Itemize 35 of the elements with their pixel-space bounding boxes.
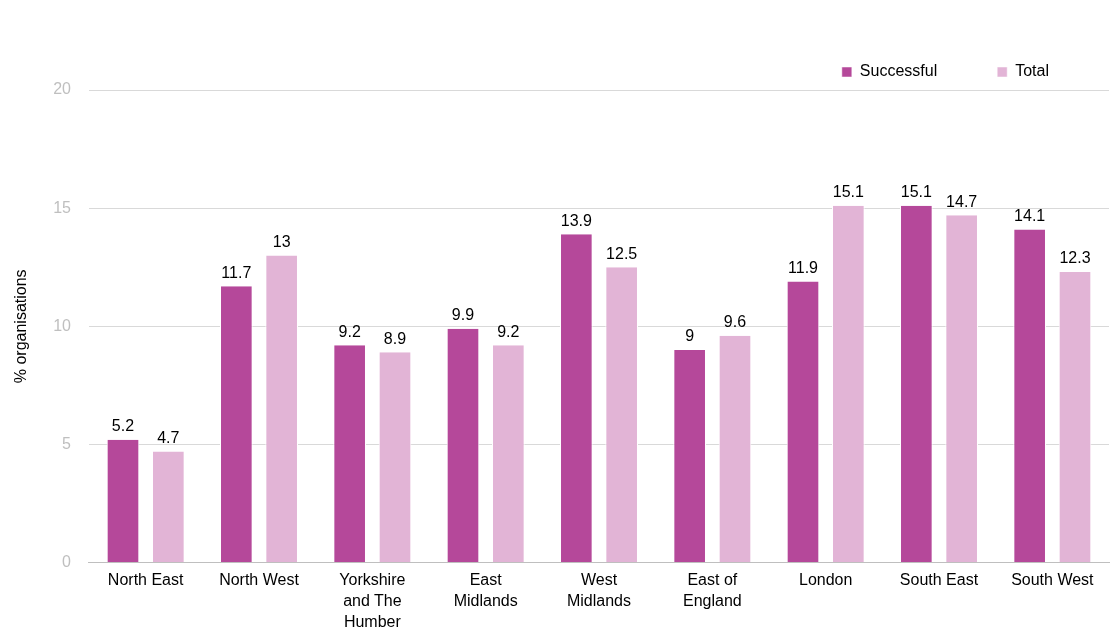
y-tick-label: 5 — [62, 434, 72, 452]
y-tick-label: 0 — [62, 553, 72, 571]
x-tick-label: North West — [219, 571, 300, 589]
data-label: 13.9 — [560, 211, 592, 229]
data-label: 4.7 — [157, 428, 180, 446]
x-tick-label: Yorkshire and The Humber — [339, 571, 406, 631]
data-label: 12.5 — [606, 244, 638, 262]
data-label: 5.2 — [111, 417, 135, 435]
data-label: 9 — [685, 327, 695, 345]
x-tick-label: North East — [107, 571, 185, 589]
data-label: 12.3 — [1059, 249, 1091, 267]
x-tick-label: East Midlands — [453, 571, 518, 610]
y-tick-label: 10 — [53, 316, 72, 334]
legend-label: Total — [1015, 62, 1049, 80]
legend-label: Successful — [859, 62, 938, 80]
y-tick-label: 20 — [53, 80, 72, 98]
data-label: 9.2 — [497, 322, 520, 340]
data-label: 9.6 — [723, 313, 747, 331]
x-tick-label: South West — [1011, 571, 1095, 589]
data-label: 9.2 — [338, 322, 361, 340]
data-label: 14.7 — [946, 192, 978, 210]
data-label: 15.1 — [900, 183, 932, 201]
x-tick-label: East of England — [682, 571, 742, 610]
data-label: 15.1 — [832, 183, 864, 201]
data-label: 14.1 — [1014, 206, 1046, 224]
x-tick-label: London — [798, 571, 853, 589]
y-axis-title: % organisations — [12, 269, 30, 384]
data-label: 8.9 — [383, 329, 407, 347]
x-tick-label: South East — [899, 571, 979, 589]
x-tick-label: West Midlands — [566, 571, 632, 610]
data-label: 11.9 — [788, 258, 819, 276]
data-label: 13 — [272, 232, 291, 250]
y-tick-label: 15 — [53, 198, 72, 216]
data-label: 11.7 — [221, 263, 252, 281]
data-label: 9.9 — [451, 306, 475, 324]
